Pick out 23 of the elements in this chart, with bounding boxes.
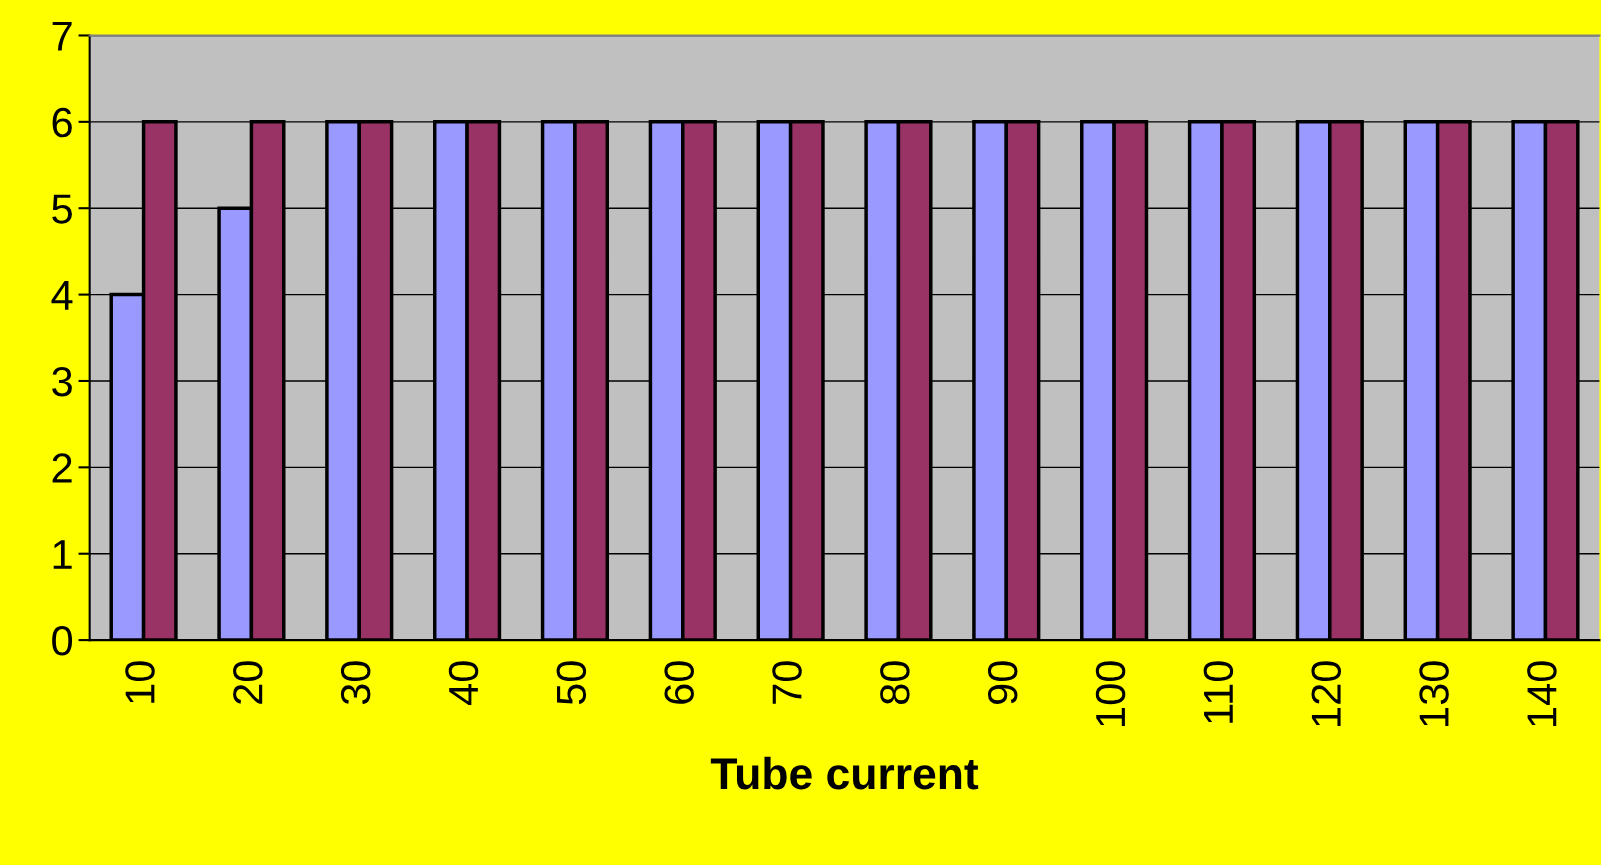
- y-tick-label: 1: [53, 540, 72, 569]
- x-tick-label: 60: [664, 661, 694, 704]
- x-tick-label: 130: [1419, 661, 1449, 726]
- x-tick-label: 10: [125, 661, 155, 703]
- y-tick-label: 6: [52, 107, 72, 138]
- x-tick-label: 80: [880, 661, 910, 705]
- x-tick-label: 70: [772, 661, 802, 704]
- y-tick-label: 2: [52, 453, 72, 483]
- x-tick-label: 140: [1527, 661, 1557, 726]
- x-tick-label: 90: [987, 661, 1018, 704]
- y-tick-label: 4: [51, 281, 73, 310]
- x-axis-title: Tube current: [710, 756, 979, 790]
- x-tick-label: 30: [340, 661, 371, 705]
- y-tick-label: 5: [52, 194, 72, 224]
- x-tick-label: 120: [1311, 661, 1341, 726]
- x-tick-label: 40: [448, 661, 479, 705]
- y-tick-label: 3: [52, 366, 72, 397]
- x-tick-label: 20: [233, 661, 263, 704]
- y-tick-label: 0: [52, 626, 73, 656]
- x-tick-label: 100: [1095, 661, 1126, 726]
- y-tick-label: 7: [52, 21, 72, 51]
- x-tick-label: 50: [556, 661, 587, 705]
- x-tick-label: 110: [1203, 661, 1234, 723]
